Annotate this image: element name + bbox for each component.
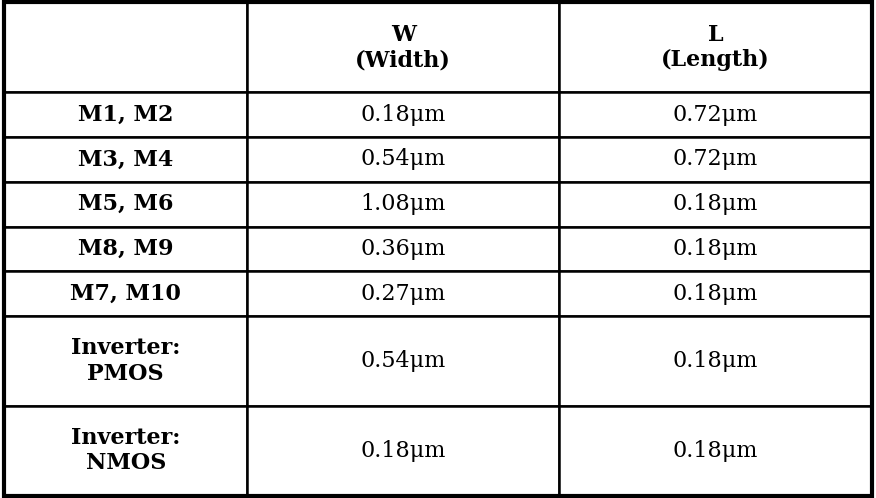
Bar [4,271,247,316]
Bar [4,137,247,182]
Text: M3, M4: M3, M4 [78,148,173,170]
Bar [247,92,560,137]
Text: Inverter:
PMOS: Inverter: PMOS [71,337,180,385]
Bar [560,271,872,316]
Bar [560,316,872,406]
Bar [560,182,872,227]
Bar [247,137,560,182]
Bar [560,406,872,496]
Text: L
(Length): L (Length) [661,23,770,71]
Text: 0.18μm: 0.18μm [361,104,446,125]
Bar [4,406,247,496]
Bar [4,227,247,271]
Text: 1.08μm: 1.08μm [361,193,446,215]
Bar [560,227,872,271]
Text: M1, M2: M1, M2 [78,104,173,125]
Text: 0.54μm: 0.54μm [361,350,446,372]
Text: 0.36μm: 0.36μm [361,238,446,260]
Text: 0.18μm: 0.18μm [673,238,759,260]
Text: 0.72μm: 0.72μm [673,104,758,125]
Bar [247,406,560,496]
Text: 0.54μm: 0.54μm [361,148,446,170]
Text: M5, M6: M5, M6 [78,193,173,215]
Bar [247,227,560,271]
Text: M7, M10: M7, M10 [70,283,181,305]
Bar [4,2,247,92]
Text: 0.18μm: 0.18μm [673,283,759,305]
Text: 0.18μm: 0.18μm [673,193,759,215]
Text: 0.27μm: 0.27μm [361,283,446,305]
Text: 0.18μm: 0.18μm [673,440,759,462]
Text: 0.18μm: 0.18μm [673,350,759,372]
Bar [4,92,247,137]
Bar [247,182,560,227]
Text: 0.18μm: 0.18μm [361,440,446,462]
Text: Inverter:
NMOS: Inverter: NMOS [71,427,180,475]
Bar [4,316,247,406]
Bar [247,271,560,316]
Text: W
(Width): W (Width) [356,23,451,71]
Text: 0.72μm: 0.72μm [673,148,758,170]
Bar [560,92,872,137]
Bar [560,137,872,182]
Bar [247,2,560,92]
Bar [4,182,247,227]
Bar [247,316,560,406]
Bar [560,2,872,92]
Text: M8, M9: M8, M9 [78,238,173,260]
